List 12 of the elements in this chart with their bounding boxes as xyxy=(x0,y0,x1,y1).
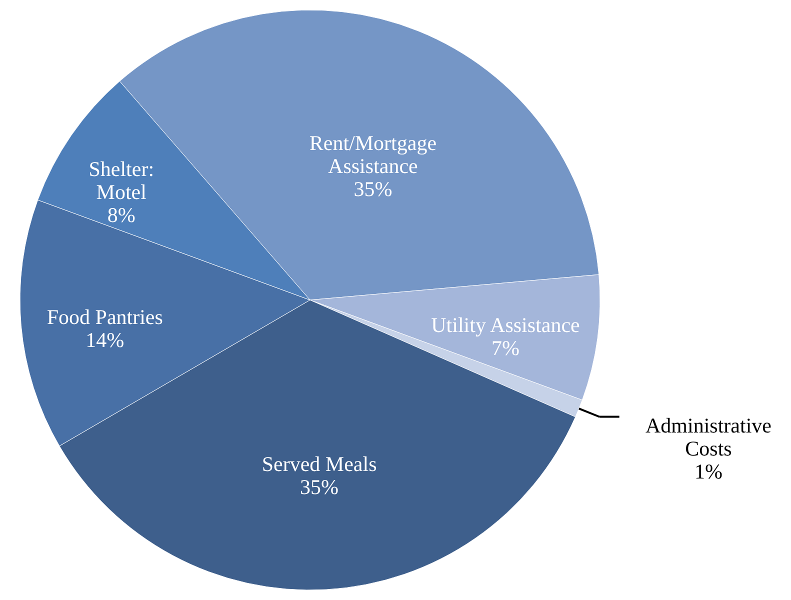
data-label: 8% xyxy=(107,202,136,227)
slice-label: Food Pantries xyxy=(46,305,163,330)
slice-label: Rent/Mortgage Assistance xyxy=(309,131,437,178)
data-label: 14% xyxy=(86,328,124,352)
slice-label: Shelter: Motel xyxy=(88,156,154,204)
slice-label: Served Meals xyxy=(262,452,377,476)
slice-label: Utility Assistance xyxy=(431,313,580,337)
data-label: 35% xyxy=(354,177,392,202)
data-label: 1% xyxy=(694,460,722,484)
slice-label: Administrative Costs xyxy=(645,414,772,461)
data-label: 7% xyxy=(491,336,520,360)
data-label: 35% xyxy=(300,475,339,500)
